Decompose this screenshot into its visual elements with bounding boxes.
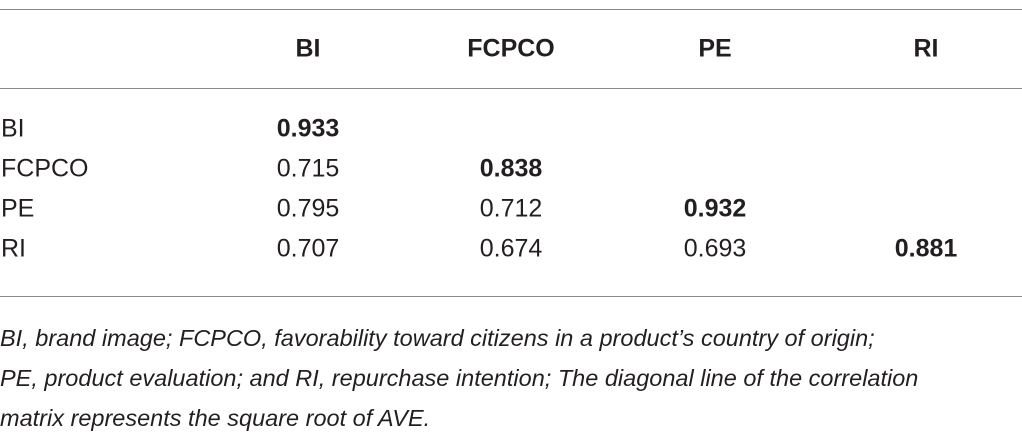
cell-fcpco-fcpco: 0.838 (479, 154, 543, 183)
row-label-pe: PE (1, 194, 35, 223)
table-bottom-rule (0, 296, 1022, 297)
table-row-ri: RI 0.707 0.674 0.693 0.881 (0, 229, 1022, 269)
table-header-rule (0, 88, 1022, 89)
table-row-bi: BI 0.933 (0, 109, 1022, 149)
column-header-fcpco: FCPCO (467, 34, 555, 63)
footnote-line: BI, brand image; FCPCO, favorability tow… (0, 325, 875, 351)
cell-pe-pe: 0.932 (683, 194, 747, 223)
cell-ri-ri: 0.881 (894, 234, 958, 263)
table-footnote: BI, brand image; FCPCO, favorability tow… (0, 318, 1022, 438)
column-header-bi: BI (295, 34, 321, 63)
cell-pe-bi: 0.795 (276, 194, 340, 223)
column-header-pe: PE (698, 34, 732, 63)
cell-bi-bi: 0.933 (276, 114, 340, 143)
table-top-rule (0, 9, 1022, 10)
row-label-bi: BI (1, 114, 25, 143)
footnote-line: matrix represents the square root of AVE… (0, 405, 431, 431)
row-label-fcpco: FCPCO (1, 154, 89, 183)
column-header-ri: RI (913, 34, 939, 63)
table-row-fcpco: FCPCO 0.715 0.838 (0, 149, 1022, 189)
cell-ri-pe: 0.693 (683, 234, 747, 263)
footnote-line: PE, product evaluation; and RI, repurcha… (0, 365, 919, 391)
cell-fcpco-bi: 0.715 (276, 154, 340, 183)
cell-ri-fcpco: 0.674 (479, 234, 543, 263)
table-row-pe: PE 0.795 0.712 0.932 (0, 189, 1022, 229)
cell-pe-fcpco: 0.712 (479, 194, 543, 223)
row-label-ri: RI (1, 234, 26, 263)
cell-ri-bi: 0.707 (276, 234, 340, 263)
